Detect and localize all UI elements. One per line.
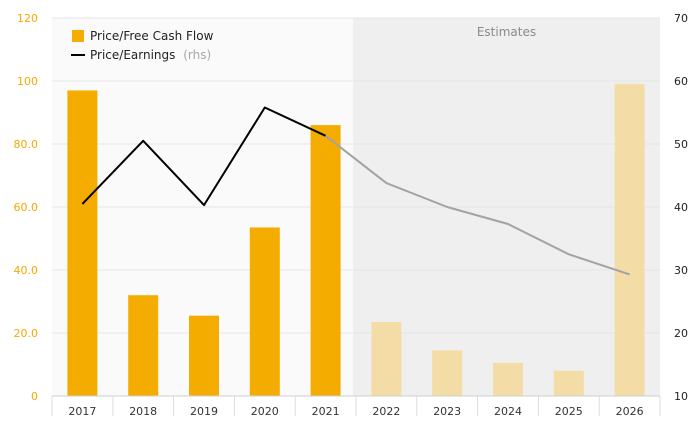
y-right-tick-label: 60: [674, 75, 688, 88]
y-axis-left: 0 20.0 40.0 60.0 80.0 100 120: [14, 12, 39, 403]
y-right-tick-label: 50: [674, 138, 688, 151]
x-tick-label: 2019: [190, 405, 218, 418]
y-axis-right: 10 20 30 40 50 60 70: [674, 12, 688, 403]
y-right-tick-label: 20: [674, 327, 688, 340]
legend-label-line: Price/Earnings (rhs): [90, 48, 211, 62]
bar-2023: [432, 350, 463, 396]
bar-2025: [553, 370, 584, 396]
bar-2017: [67, 90, 98, 396]
y-right-tick-label: 30: [674, 264, 688, 277]
x-axis: 2017 2018 2019 2020 2021 2022 2023 2024 2025 2026: [51, 395, 661, 418]
bar-2026: [614, 84, 645, 397]
bar-2022: [371, 321, 402, 396]
line-actual: [81, 106, 327, 207]
x-tick-label: 2023: [433, 405, 461, 418]
bar-2024: [493, 362, 523, 396]
legend-swatch-bar: [72, 30, 84, 42]
bar-2020: [249, 227, 280, 396]
line-estimate: [324, 135, 630, 276]
y-left-tick-label: 80.0: [14, 138, 39, 151]
y-left-tick-label: 40.0: [14, 264, 39, 277]
y-left-tick-label: 120: [17, 12, 38, 25]
y-left-tick-label: 60.0: [14, 201, 39, 214]
x-tick-label: 2026: [616, 405, 644, 418]
y-right-tick-label: 40: [674, 201, 688, 214]
x-tick-label: 2021: [312, 405, 340, 418]
bar-series: [67, 84, 645, 397]
y-right-tick-label: 10: [674, 390, 688, 403]
bar-2018: [128, 295, 159, 396]
x-tick-label: 2020: [251, 405, 279, 418]
x-tick-label: 2022: [372, 405, 400, 418]
legend: Price/Free Cash Flow Price/Earnings (rhs…: [71, 29, 214, 62]
x-tick-label: 2018: [129, 405, 157, 418]
x-tick-label: 2017: [68, 405, 96, 418]
x-tick-label: 2024: [494, 405, 522, 418]
estimates-label: Estimates: [477, 25, 536, 39]
bar-2021: [310, 125, 341, 396]
y-right-tick-label: 70: [674, 12, 688, 25]
y-left-tick-label: 100: [17, 75, 38, 88]
gridlines: [52, 17, 660, 334]
legend-label-line-name: Price/Earnings: [90, 48, 175, 62]
line-series: [81, 106, 630, 276]
bar-2019: [189, 315, 219, 396]
legend-label-line-suffix: (rhs): [183, 48, 211, 62]
x-tick-label: 2025: [555, 405, 583, 418]
legend-label-bar: Price/Free Cash Flow: [90, 29, 214, 43]
y-left-tick-label: 20.0: [14, 327, 39, 340]
y-left-tick-label: 0: [31, 390, 38, 403]
